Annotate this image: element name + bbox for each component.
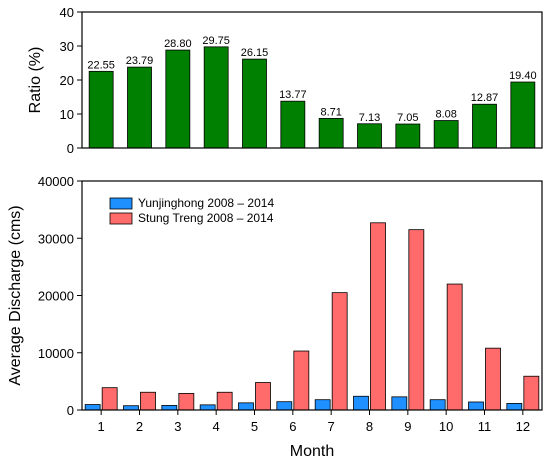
yunjinghong-bar <box>506 403 523 411</box>
legend-label-stung-treng: Stung Treng 2008 – 2014 <box>138 211 274 225</box>
discharge-x-axis-label: Month <box>290 443 334 460</box>
legend-swatch-yunjinghong <box>109 197 133 210</box>
discharge-y-tick-label: 0 <box>67 403 74 418</box>
stung-treng-bar <box>178 392 195 411</box>
yunjinghong-bar <box>353 395 369 411</box>
x-tick-label: 10 <box>439 419 453 434</box>
discharge-y-tick-label: 40000 <box>38 174 74 189</box>
ratio-plot-frame <box>81 11 543 149</box>
x-tick-label: 1 <box>98 419 105 434</box>
legend-label-yunjinghong: Yunjinghong 2008 – 2014 <box>138 196 274 210</box>
ratio-bar <box>127 66 152 149</box>
ratio-y-tick-label: 0 <box>67 141 74 156</box>
ratio-data-label: 7.05 <box>397 112 418 124</box>
stung-treng-bar <box>140 391 156 411</box>
ratio-chart: 22.55 23.79 28.80 29.75 26.15 13.77 8.71 7.13 7.… <box>27 5 543 156</box>
stung-treng-bar <box>331 292 348 411</box>
stung-treng-bar <box>446 283 463 411</box>
stung-treng-bar <box>255 382 271 411</box>
ratio-data-label: 8.71 <box>320 106 341 118</box>
stung-treng-bar <box>293 350 310 411</box>
ratio-bar <box>280 100 306 149</box>
ratio-data-label: 7.13 <box>359 112 380 124</box>
yunjinghong-bar <box>276 401 293 411</box>
ratio-data-label: 13.77 <box>279 89 307 101</box>
ratio-y-axis-label: Ratio (%) <box>27 47 44 114</box>
ratio-bar <box>433 120 459 149</box>
ratio-data-label: 29.75 <box>202 35 230 47</box>
x-tick-label: 3 <box>174 419 181 434</box>
discharge-y-tick-label: 30000 <box>38 231 74 246</box>
discharge-y-axis-label: Average Discharge (cms) <box>7 205 24 385</box>
legend-swatch-stung-treng <box>109 212 133 225</box>
discharge-y-tick-label: 10000 <box>38 346 74 361</box>
ratio-bar <box>318 117 344 149</box>
x-tick-label: 7 <box>328 419 335 434</box>
ratio-bar <box>510 81 536 149</box>
ratio-data-label: 26.15 <box>241 47 269 59</box>
x-tick-label: 11 <box>478 419 492 434</box>
ratio-data-label: 12.87 <box>471 92 499 104</box>
ratio-y-axis: 0 10 20 30 40 <box>60 5 82 156</box>
discharge-y-tick-label: 20000 <box>38 289 74 304</box>
stung-treng-bar <box>101 387 118 411</box>
yunjinghong-bar <box>429 399 446 411</box>
ratio-bar <box>165 49 191 149</box>
x-tick-label: 5 <box>251 419 258 434</box>
yunjinghong-bar <box>123 405 139 411</box>
ratio-bar <box>242 58 267 149</box>
ratio-y-tick-label: 20 <box>60 73 74 88</box>
discharge-y-axis: 0 10000 20000 30000 40000 <box>38 174 82 418</box>
yunjinghong-bar <box>468 401 484 411</box>
stung-treng-bar <box>485 347 501 411</box>
yunjinghong-bar <box>238 402 254 411</box>
x-tick-label: 6 <box>289 419 296 434</box>
yunjinghong-bar <box>391 396 408 411</box>
ratio-data-label: 19.40 <box>509 70 537 82</box>
stung-treng-bar <box>408 229 425 411</box>
legend: Yunjinghong 2008 – 2014 Stung Treng 2008… <box>109 196 274 225</box>
ratio-data-labels: 22.55 23.79 28.80 29.75 26.15 13.77 8.71 7.13 7.… <box>87 35 536 124</box>
x-tick-label: 4 <box>213 419 220 434</box>
yunjinghong-bar <box>84 404 101 411</box>
ratio-data-label: 23.79 <box>126 55 154 67</box>
ratio-y-tick-label: 30 <box>60 39 74 54</box>
x-tick-label: 2 <box>136 419 143 434</box>
ratio-data-label: 22.55 <box>87 59 115 71</box>
ratio-data-label: 28.80 <box>164 38 192 50</box>
ratio-bar <box>203 46 229 149</box>
ratio-bar <box>472 103 497 149</box>
yunjinghong-bar <box>161 405 178 411</box>
ratio-y-tick-label: 40 <box>60 5 74 20</box>
x-tick-label: 8 <box>366 419 373 434</box>
stung-treng-bar <box>370 222 386 411</box>
yunjinghong-bar <box>199 404 216 411</box>
discharge-x-axis: 1 2 3 4 5 6 7 8 9 10 11 12 <box>98 410 530 434</box>
yunjinghong-bar <box>314 399 331 411</box>
ratio-y-tick-label: 10 <box>60 107 74 122</box>
ratio-bars <box>88 46 536 149</box>
x-tick-label: 12 <box>516 419 530 434</box>
discharge-plot-frame <box>81 180 543 411</box>
ratio-bar <box>357 123 382 149</box>
ratio-bar <box>88 70 114 149</box>
ratio-data-label: 8.08 <box>435 109 456 121</box>
discharge-bars <box>84 222 540 411</box>
stung-treng-bar <box>216 391 233 411</box>
x-tick-label: 9 <box>404 419 411 434</box>
ratio-bar <box>395 123 421 149</box>
stung-treng-bar <box>523 375 540 411</box>
